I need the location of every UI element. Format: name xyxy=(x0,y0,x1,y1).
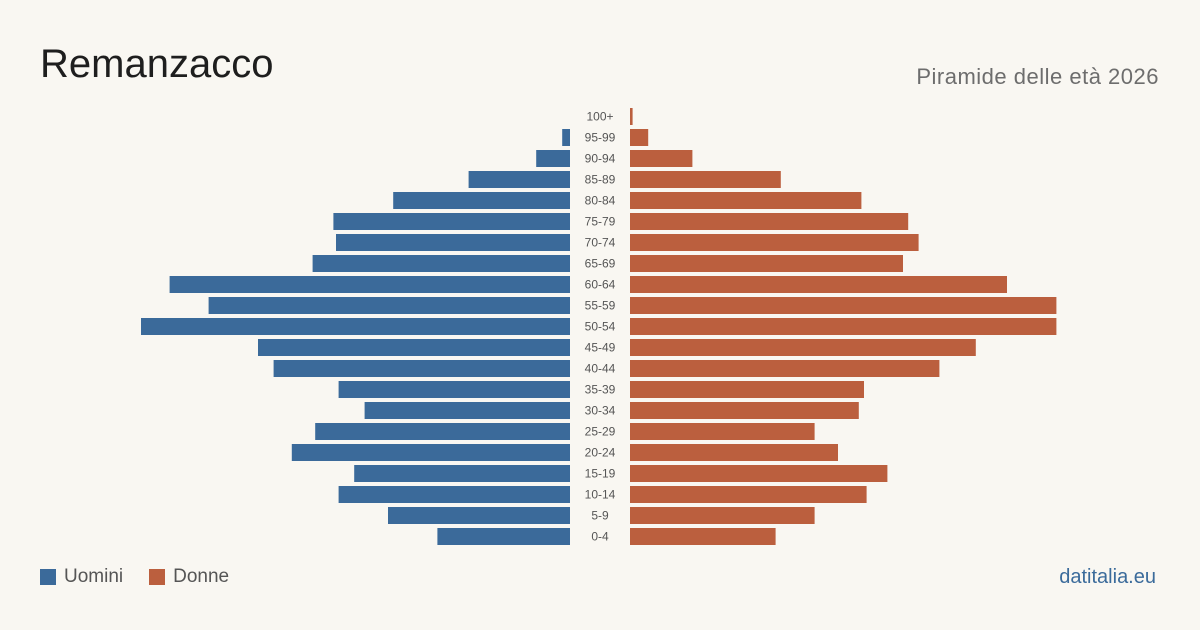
bar-female-100plus xyxy=(630,108,633,125)
age-label-20-24: 20-24 xyxy=(585,446,616,460)
bar-female-95-99 xyxy=(630,129,648,146)
age-label-65-69: 65-69 xyxy=(585,257,616,271)
bar-male-20-24 xyxy=(292,444,570,461)
age-label-55-59: 55-59 xyxy=(585,299,616,313)
bar-female-25-29 xyxy=(630,423,815,440)
age-label-30-34: 30-34 xyxy=(585,404,616,418)
bar-female-5-9 xyxy=(630,507,815,524)
bar-male-25-29 xyxy=(315,423,570,440)
age-label-25-29: 25-29 xyxy=(585,425,616,439)
bar-male-85-89 xyxy=(469,171,570,188)
legend-swatch-male xyxy=(40,569,56,585)
age-label-70-74: 70-74 xyxy=(585,236,616,250)
bar-male-10-14 xyxy=(339,486,570,503)
bar-female-90-94 xyxy=(630,150,692,167)
bar-female-0-4 xyxy=(630,528,776,545)
bar-female-85-89 xyxy=(630,171,781,188)
bar-female-30-34 xyxy=(630,402,859,419)
bar-male-45-49 xyxy=(258,339,570,356)
legend-label-female: Donne xyxy=(173,566,229,588)
source-link[interactable]: datitalia.eu xyxy=(1059,566,1156,589)
bar-male-15-19 xyxy=(354,465,570,482)
bar-male-35-39 xyxy=(339,381,570,398)
bar-male-80-84 xyxy=(393,192,570,209)
bar-male-40-44 xyxy=(274,360,570,377)
legend-swatch-female xyxy=(149,569,165,585)
age-label-15-19: 15-19 xyxy=(585,467,616,481)
bar-male-55-59 xyxy=(209,297,570,314)
age-label-90-94: 90-94 xyxy=(585,152,616,166)
age-label-95-99: 95-99 xyxy=(585,131,616,145)
bar-male-5-9 xyxy=(388,507,570,524)
bar-male-60-64 xyxy=(170,276,570,293)
age-label-60-64: 60-64 xyxy=(585,278,616,292)
bar-male-75-79 xyxy=(333,213,570,230)
bar-female-45-49 xyxy=(630,339,976,356)
age-label-50-54: 50-54 xyxy=(585,320,616,334)
bar-male-95-99 xyxy=(562,129,570,146)
age-label-40-44: 40-44 xyxy=(585,362,616,376)
bar-female-20-24 xyxy=(630,444,838,461)
age-label-80-84: 80-84 xyxy=(585,194,616,208)
age-label-45-49: 45-49 xyxy=(585,341,616,355)
bar-male-90-94 xyxy=(536,150,570,167)
bar-female-40-44 xyxy=(630,360,939,377)
age-label-100plus: 100+ xyxy=(586,110,613,124)
bar-male-30-34 xyxy=(365,402,570,419)
age-label-35-39: 35-39 xyxy=(585,383,616,397)
bar-female-10-14 xyxy=(630,486,867,503)
bar-female-65-69 xyxy=(630,255,903,272)
legend-item-male: Uomini xyxy=(40,566,123,588)
bar-male-65-69 xyxy=(313,255,570,272)
bar-female-70-74 xyxy=(630,234,919,251)
age-label-75-79: 75-79 xyxy=(585,215,616,229)
legend-label-male: Uomini xyxy=(64,566,123,588)
bar-female-35-39 xyxy=(630,381,864,398)
legend: Uomini Donne xyxy=(40,566,255,588)
bar-male-0-4 xyxy=(437,528,570,545)
bar-female-75-79 xyxy=(630,213,908,230)
age-label-5-9: 5-9 xyxy=(591,509,609,523)
bar-male-70-74 xyxy=(336,234,570,251)
age-label-0-4: 0-4 xyxy=(591,530,609,544)
bar-female-50-54 xyxy=(630,318,1056,335)
age-label-10-14: 10-14 xyxy=(585,488,616,502)
bar-female-60-64 xyxy=(630,276,1007,293)
bar-female-55-59 xyxy=(630,297,1056,314)
age-label-85-89: 85-89 xyxy=(585,173,616,187)
bar-male-50-54 xyxy=(141,318,570,335)
bar-female-15-19 xyxy=(630,465,887,482)
bar-female-80-84 xyxy=(630,192,861,209)
legend-item-female: Donne xyxy=(149,566,229,588)
